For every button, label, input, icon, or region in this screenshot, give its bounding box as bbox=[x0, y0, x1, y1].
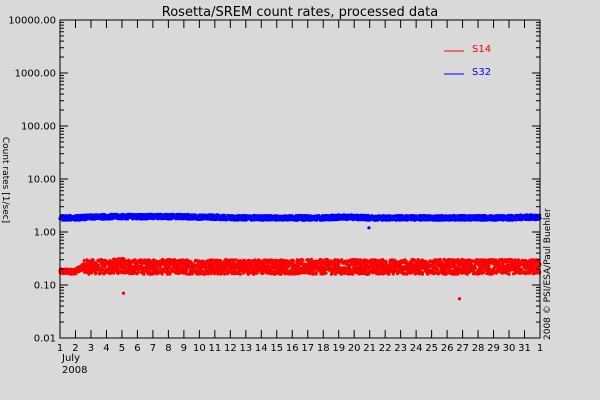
data-point bbox=[481, 270, 486, 274]
data-point bbox=[82, 259, 86, 263]
data-point bbox=[320, 258, 324, 262]
data-point bbox=[184, 272, 189, 276]
data-point bbox=[125, 262, 129, 266]
outlier-point bbox=[457, 297, 462, 301]
data-point bbox=[287, 264, 291, 268]
data-point bbox=[299, 271, 303, 275]
data-point bbox=[438, 258, 442, 262]
data-point bbox=[124, 259, 128, 263]
data-point bbox=[312, 272, 316, 276]
data-point bbox=[167, 265, 171, 269]
data-point bbox=[116, 267, 120, 271]
data-point bbox=[324, 271, 328, 275]
data-point bbox=[223, 272, 227, 276]
data-point bbox=[204, 265, 208, 269]
data-point bbox=[281, 258, 285, 262]
data-point bbox=[184, 269, 188, 273]
data-point bbox=[250, 262, 254, 266]
data-point bbox=[270, 258, 274, 262]
data-point bbox=[209, 272, 213, 276]
data-point bbox=[181, 264, 185, 268]
data-point bbox=[103, 264, 107, 269]
data-point bbox=[131, 264, 136, 268]
data-point bbox=[234, 258, 238, 262]
data-point bbox=[230, 266, 234, 270]
data-point bbox=[106, 261, 110, 265]
data-point bbox=[96, 263, 100, 267]
outlier-point bbox=[121, 291, 126, 295]
plot-marks bbox=[58, 212, 542, 301]
data-point bbox=[475, 258, 479, 262]
data-point bbox=[199, 267, 203, 271]
data-point bbox=[473, 266, 477, 270]
data-point bbox=[420, 270, 425, 274]
data-point bbox=[314, 270, 318, 274]
chart-title: Rosetta/SREM count rates, processed data bbox=[162, 5, 438, 20]
data-point bbox=[136, 270, 140, 274]
data-point bbox=[294, 263, 298, 267]
data-point bbox=[301, 258, 305, 262]
data-point bbox=[142, 272, 146, 276]
data-point bbox=[89, 262, 93, 266]
data-point bbox=[206, 272, 210, 276]
data-point bbox=[165, 272, 170, 276]
data-point bbox=[384, 260, 388, 264]
series-s32 bbox=[58, 212, 542, 230]
series-s14 bbox=[58, 256, 542, 301]
data-point bbox=[348, 265, 352, 270]
data-point bbox=[201, 259, 205, 263]
data-point bbox=[94, 270, 98, 274]
data-point bbox=[227, 270, 231, 274]
data-point bbox=[112, 269, 117, 273]
data-point bbox=[291, 259, 295, 263]
data-point bbox=[218, 259, 223, 263]
data-point bbox=[113, 257, 117, 261]
data-point bbox=[140, 265, 144, 269]
data-point bbox=[507, 272, 511, 276]
data-point bbox=[325, 257, 329, 262]
data-point bbox=[487, 264, 491, 268]
data-point bbox=[333, 258, 337, 262]
data-point bbox=[238, 272, 242, 276]
